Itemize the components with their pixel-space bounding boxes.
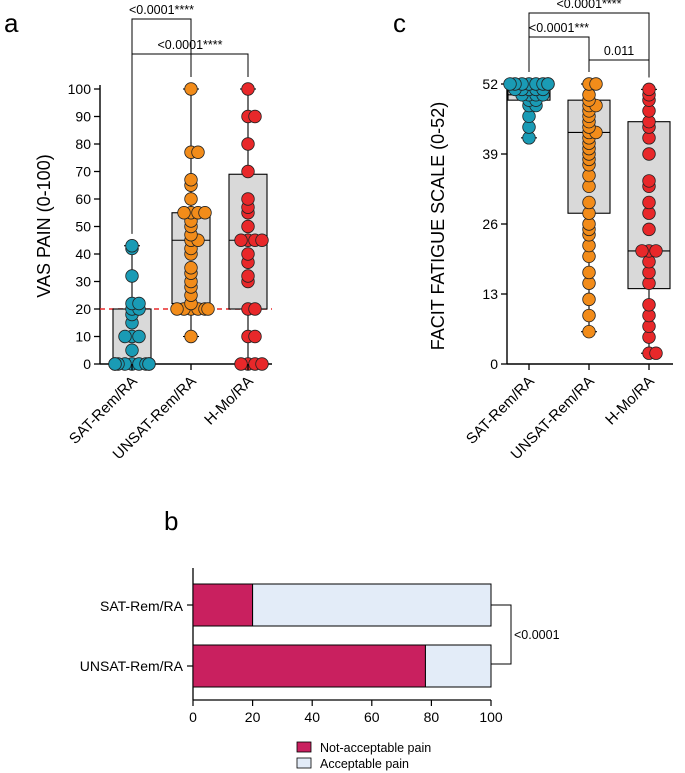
panel-a-y-tick-label: 20 xyxy=(75,301,91,317)
data-point xyxy=(248,109,262,124)
panel-c-comparison-label: 0.011 xyxy=(604,44,634,58)
data-point xyxy=(184,173,198,187)
data-point xyxy=(170,302,184,316)
data-point xyxy=(582,195,596,210)
panel-c-comparison-bracket xyxy=(528,36,590,72)
data-point xyxy=(649,346,663,360)
data-point xyxy=(125,343,139,357)
data-point xyxy=(118,329,132,344)
data-point xyxy=(642,298,656,312)
panel-a-y-tick-label: 30 xyxy=(75,274,91,290)
bar-acceptable xyxy=(252,583,492,627)
panel-a-y-tick-label: 50 xyxy=(75,219,91,235)
data-point xyxy=(642,222,656,237)
data-point xyxy=(541,77,555,91)
panel-c-ylabel: FACIT FATIGUE SCALE (0-52) xyxy=(428,102,448,350)
panel-a-comparison-label: <0.0001**** xyxy=(129,3,194,17)
panel-a-letter: a xyxy=(4,8,19,38)
panel-c-y-tick-label: 39 xyxy=(482,146,498,162)
data-point xyxy=(241,192,255,206)
data-point xyxy=(241,247,255,261)
panel-a-y-tick-label: 100 xyxy=(68,81,92,97)
panel-c-y-tick-label: 26 xyxy=(482,216,498,232)
panel-b-cat-label-sat: SAT-Rem/RA xyxy=(100,598,184,614)
data-point xyxy=(241,82,255,96)
data-point xyxy=(201,302,215,316)
bar-not-acceptable xyxy=(192,583,254,627)
panel-b-x-tick-label: 80 xyxy=(424,709,440,725)
data-point xyxy=(582,265,596,280)
panel-a-category-label: H-Mo/RA xyxy=(201,373,257,429)
data-point xyxy=(108,357,122,371)
bar-not-acceptable xyxy=(192,644,426,688)
data-point xyxy=(177,206,191,220)
panel-a-y-tick-label: 90 xyxy=(75,109,91,125)
data-point xyxy=(642,147,656,161)
legend-swatch-acceptable xyxy=(296,757,312,769)
panel-c-letter: c xyxy=(393,8,406,38)
panel-b-x-tick-label: 40 xyxy=(304,709,320,725)
data-point xyxy=(198,206,212,220)
panel-b-x-tick-label: 0 xyxy=(189,709,197,725)
data-point xyxy=(248,302,262,316)
panel-a-comparison-bracket xyxy=(131,53,249,234)
panel-c-y-tick-label: 13 xyxy=(482,286,498,302)
data-point xyxy=(642,174,656,188)
data-point xyxy=(132,329,146,344)
legend-swatch-not-acceptable xyxy=(296,741,312,753)
panel-c-comparison-label: <0.0001*** xyxy=(529,21,589,35)
panel-a-y-tick-label: 0 xyxy=(83,356,91,372)
data-point xyxy=(582,324,596,339)
panel-b-x-tick-label: 100 xyxy=(479,709,503,725)
panel-c-comparison-label: <0.0001**** xyxy=(557,0,622,11)
data-point xyxy=(191,145,205,159)
panel-a-ylabel: VAS PAIN (0-100) xyxy=(34,154,54,297)
data-point xyxy=(255,357,269,371)
panel-b-x-tick-label: 20 xyxy=(245,709,261,725)
data-point xyxy=(255,233,269,247)
data-point xyxy=(125,269,139,283)
bar-acceptable xyxy=(424,644,492,688)
data-point xyxy=(234,357,248,371)
data-point xyxy=(184,192,198,206)
panel-b-x-tick-label: 60 xyxy=(364,709,380,725)
panel-c-y-tick-label: 0 xyxy=(490,356,498,372)
data-point xyxy=(635,244,649,258)
data-point xyxy=(234,233,248,247)
panel-c-comparison-bracket xyxy=(588,59,650,78)
legend-label-acceptable: Acceptable pain xyxy=(320,757,409,771)
data-point xyxy=(503,77,517,91)
panel-b-letter: b xyxy=(164,506,178,536)
data-point xyxy=(642,82,656,97)
data-point xyxy=(241,269,255,283)
data-point xyxy=(184,82,198,96)
panel-a-comparison-label: <0.0001**** xyxy=(158,38,223,52)
data-point xyxy=(589,77,603,91)
panel-c-y-tick-label: 52 xyxy=(482,76,498,92)
data-point xyxy=(241,137,255,151)
panel-c-comparison-bracket xyxy=(528,12,650,78)
panel-b-comparison-label: <0.0001 xyxy=(514,628,560,642)
data-point xyxy=(649,244,663,258)
data-point xyxy=(125,239,139,253)
data-point xyxy=(582,308,596,323)
panel-a-y-tick-label: 40 xyxy=(75,246,91,262)
data-point xyxy=(142,357,156,371)
data-point xyxy=(248,329,262,344)
legend-label-not-acceptable: Not-acceptable pain xyxy=(320,741,431,755)
panel-b-cat-label-unsat: UNSAT-Rem/RA xyxy=(80,658,184,674)
data-point xyxy=(184,261,198,275)
data-point xyxy=(241,164,255,179)
panel-a-y-tick-label: 60 xyxy=(75,191,91,207)
panel-c-category-label: H-Mo/RA xyxy=(602,373,658,429)
data-point xyxy=(241,219,255,234)
data-point xyxy=(132,296,146,311)
panel-a-y-tick-label: 80 xyxy=(75,136,91,152)
data-point xyxy=(184,329,198,344)
panel-a-y-tick-label: 70 xyxy=(75,164,91,180)
data-point xyxy=(642,195,656,210)
data-point xyxy=(582,292,596,307)
panel-a-y-tick-label: 10 xyxy=(75,329,91,345)
